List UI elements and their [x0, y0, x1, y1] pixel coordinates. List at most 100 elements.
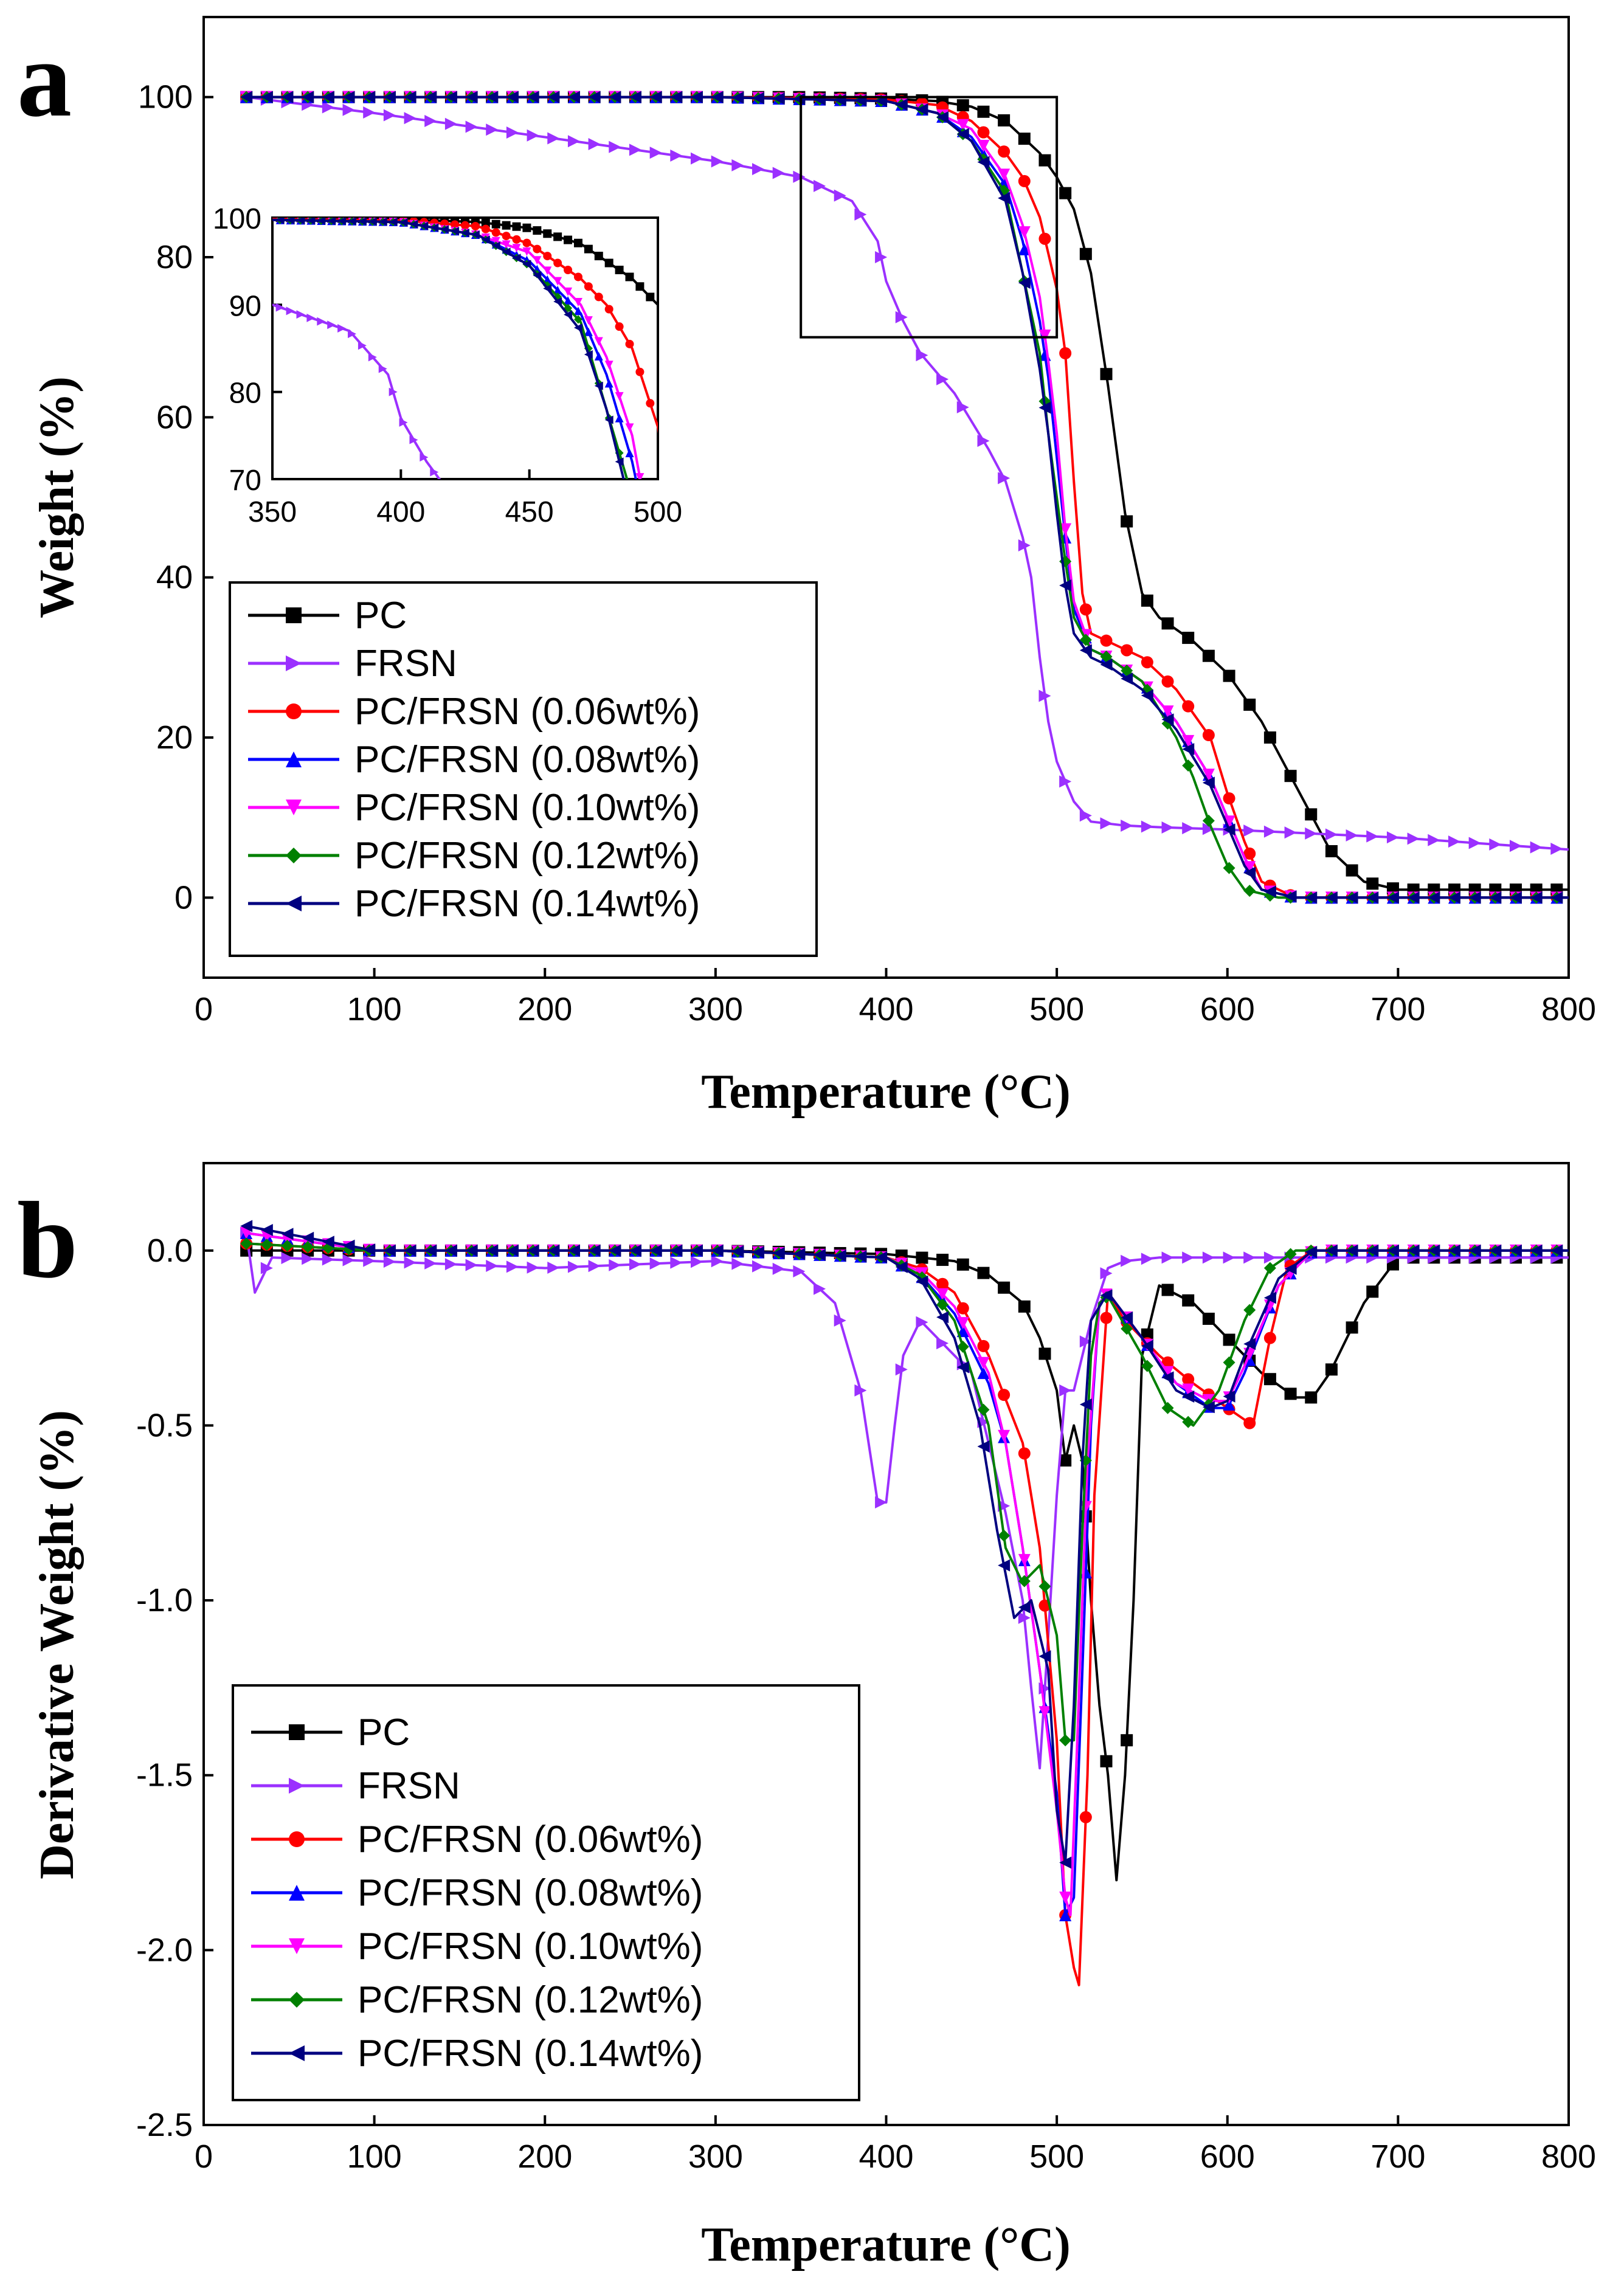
data-point [337, 218, 347, 226]
data-point [1366, 1244, 1379, 1257]
data-point [1366, 830, 1379, 843]
data-point [615, 457, 624, 466]
data-point [342, 103, 355, 116]
data-point [936, 1298, 949, 1311]
data-point [584, 316, 593, 325]
panel-b-legend: PC FRSN PC/FRSN (0.06wt%) PC/FRSN (0.08wt%)… [232, 1684, 860, 2101]
data-point [527, 129, 539, 142]
data-point [404, 1244, 416, 1257]
data-point [573, 315, 582, 324]
data-point [711, 91, 724, 103]
data-point [629, 1244, 641, 1257]
data-point [1263, 885, 1276, 898]
data-point [604, 258, 613, 268]
data-point [322, 91, 334, 103]
data-point [368, 218, 377, 226]
data-point [594, 337, 603, 346]
data-point [977, 156, 990, 168]
data-point [1121, 515, 1133, 528]
y-tick-label: 100 [213, 203, 261, 235]
legend-marker [289, 1992, 305, 2008]
data-point [451, 227, 460, 236]
data-point [977, 1403, 990, 1416]
data-point [383, 91, 396, 103]
data-point [567, 1244, 580, 1257]
data-point [604, 379, 613, 388]
data-point [522, 238, 531, 247]
data-point [615, 322, 624, 331]
data-point [1366, 1285, 1379, 1298]
data-point [1263, 1251, 1276, 1264]
data-point [1305, 808, 1318, 821]
panel-a-zoom-box [800, 95, 1059, 339]
data-point [793, 1265, 806, 1277]
data-point [543, 284, 552, 293]
data-point [553, 285, 562, 294]
data-point [1243, 847, 1256, 860]
data-point [409, 435, 418, 444]
data-point [1059, 187, 1072, 199]
y-tick-label: 0.0 [147, 1232, 193, 1269]
data-point [916, 1275, 928, 1288]
data-point [936, 1254, 949, 1266]
data-point [916, 1251, 928, 1264]
data-point [317, 218, 326, 225]
data-point [594, 351, 603, 361]
data-point [527, 1261, 539, 1274]
data-point [564, 287, 573, 296]
data-point [240, 1220, 253, 1232]
data-point [1263, 1332, 1276, 1344]
data-point [1038, 1650, 1051, 1663]
data-point [420, 453, 429, 462]
data-point [1428, 834, 1440, 846]
data-point [527, 1244, 539, 1257]
data-point [584, 350, 593, 359]
data-point [604, 305, 613, 314]
y-tick-label: 20 [156, 719, 193, 756]
data-point [670, 1244, 683, 1257]
data-point [430, 468, 439, 477]
data-point [1121, 1322, 1133, 1335]
data-point [977, 1367, 990, 1380]
data-point [752, 1246, 765, 1259]
data-point [1243, 699, 1256, 711]
legend-marker [286, 752, 302, 767]
data-point [1182, 1383, 1195, 1396]
data-point [363, 1243, 376, 1256]
data-point [956, 119, 969, 131]
series-line-pc-frsn-0-10wt [246, 95, 1569, 899]
data-point [260, 1223, 273, 1236]
data-point [875, 251, 888, 263]
data-point [584, 282, 593, 291]
data-point [1346, 891, 1358, 904]
data-point [502, 221, 511, 230]
data-point [646, 292, 655, 302]
data-point [1018, 243, 1031, 255]
legend-marker [286, 848, 302, 863]
data-point [834, 1314, 846, 1327]
data-point [1346, 1321, 1358, 1334]
data-point [1182, 1251, 1195, 1264]
data-point [956, 128, 969, 140]
data-point [1161, 617, 1174, 630]
data-point [1079, 1398, 1092, 1411]
legend-marker [286, 703, 302, 719]
data-point [302, 1240, 314, 1253]
data-point [553, 232, 562, 241]
data-point [1530, 1244, 1543, 1257]
data-point [424, 1244, 437, 1257]
data-point [491, 241, 500, 251]
data-point [383, 1256, 396, 1268]
data-point [895, 311, 908, 323]
data-point [322, 1235, 334, 1248]
data-point [1141, 820, 1153, 833]
legend-marker [289, 2045, 305, 2061]
data-point [1038, 154, 1051, 167]
data-point [854, 1250, 867, 1263]
series-line-pc-frsn-0-14wt [246, 1225, 1569, 1864]
panel-b-y-ticks: 0.0 -0.5 -1.0 -1.5 -2.0 -2.5 [136, 1232, 213, 2143]
data-point [1038, 330, 1051, 342]
data-point [956, 1361, 969, 1373]
data-point [670, 149, 683, 162]
data-point [327, 320, 336, 330]
